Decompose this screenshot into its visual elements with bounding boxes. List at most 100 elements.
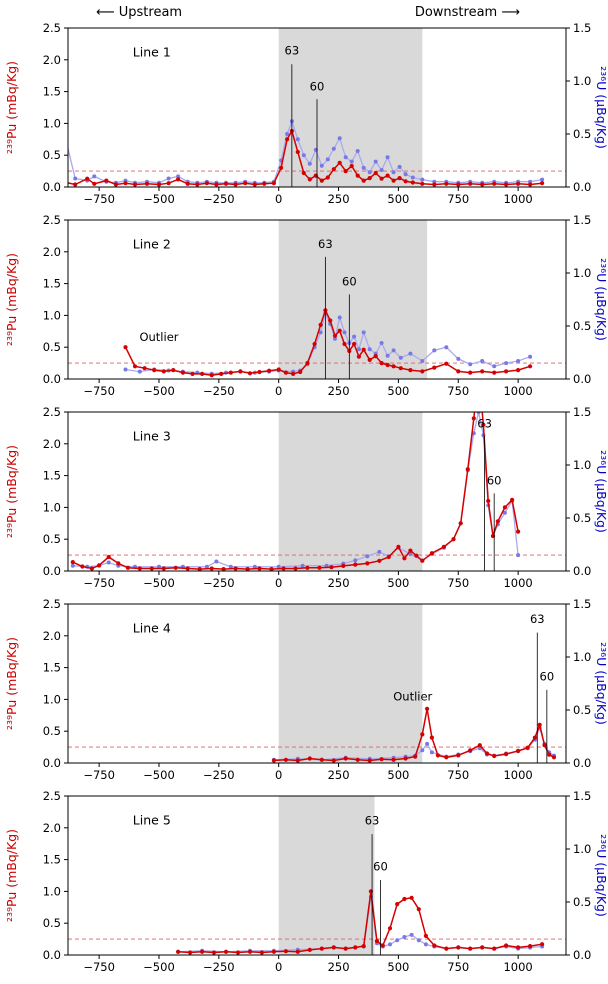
u236-marker	[416, 938, 421, 943]
left-y-tick-label: 0.0	[43, 372, 61, 386]
pu239-marker	[408, 368, 413, 373]
u236-marker	[397, 164, 402, 169]
right-y-tick-label: 1.0	[573, 266, 591, 280]
pu239-marker	[451, 537, 456, 542]
u236-marker	[391, 348, 396, 353]
pu239-marker	[89, 566, 94, 571]
upstream-label: ⟵ Upstream	[96, 5, 183, 20]
pu239-marker	[97, 563, 102, 568]
pu239-marker	[492, 370, 497, 375]
right-y-tick-label: 1.5	[573, 214, 591, 227]
pu239-marker	[480, 182, 485, 187]
right-y-tick-label: 0.5	[573, 511, 591, 525]
pu239-marker	[233, 566, 238, 571]
annotation-label: 60	[310, 79, 325, 93]
u236-marker	[516, 359, 521, 363]
pu239-marker	[377, 558, 382, 563]
x-tick-label: 1000	[503, 384, 532, 398]
pu239-marker	[173, 565, 178, 570]
pu239-marker	[420, 558, 425, 563]
right-y-tick-label: 1.5	[573, 598, 591, 611]
pu239-marker	[176, 949, 181, 954]
annotation-label: 60	[373, 859, 388, 873]
right-y-tick-label: 0.5	[573, 703, 591, 717]
u236-marker	[385, 353, 390, 358]
downstream-label: Downstream ⟶	[414, 5, 520, 20]
pu239-marker	[551, 755, 557, 760]
pu239-marker	[319, 946, 324, 951]
u236-marker	[319, 163, 324, 168]
u236-marker	[61, 127, 65, 131]
u236-marker	[331, 146, 336, 151]
x-tick-label: 750	[447, 384, 469, 398]
pu239-marker	[307, 947, 312, 952]
left-y-tick-label: 2.5	[43, 22, 61, 35]
pu239-marker	[307, 177, 312, 182]
left-y-tick-label: 1.5	[43, 469, 61, 483]
pu239-marker	[271, 181, 276, 186]
right-axis-label: ²³⁶U (μBq/Kg)	[594, 450, 608, 533]
pu239-marker	[247, 949, 253, 954]
pu239-marker	[337, 328, 342, 333]
pu239-marker	[409, 895, 414, 900]
panel-line-4: 63 60 Outlier Line 4 −750 −500 −250 0 250 500 750 1…	[4, 598, 608, 782]
u236-marker	[480, 359, 485, 363]
series-group	[271, 706, 557, 763]
pu239-marker	[293, 566, 298, 571]
u236-marker	[361, 165, 366, 170]
left-y-tick-label: 2.5	[43, 214, 61, 227]
pu239-marker	[504, 369, 509, 374]
x-tick-label: 250	[328, 192, 350, 206]
pu239-marker	[365, 561, 370, 566]
pu239-marker	[188, 950, 193, 955]
pu239-marker	[468, 748, 473, 753]
u236-marker	[402, 935, 407, 939]
x-tick-label: −500	[143, 960, 175, 974]
pu239-marker	[185, 566, 190, 571]
x-tick-label: −250	[203, 576, 235, 590]
left-axis-label: ²³⁹Pu (mBq/Kg)	[4, 637, 19, 730]
axes-frame	[67, 27, 567, 188]
pu239-marker	[516, 945, 521, 950]
pu239-marker	[332, 333, 338, 338]
pu239-marker	[410, 180, 415, 185]
x-tick-label: −750	[83, 576, 115, 590]
pu239-marker	[104, 178, 109, 183]
u236-marker	[337, 136, 342, 141]
pu239-marker	[70, 560, 75, 565]
pu239-marker	[116, 561, 121, 566]
pu239-marker	[329, 565, 334, 570]
pu239-marker	[211, 950, 217, 955]
panel-title: Line 5	[133, 813, 171, 828]
u236-marker	[204, 564, 209, 569]
pu239-marker	[331, 945, 336, 950]
u236-marker	[410, 175, 415, 180]
figure-header: ⟵ Upstream Downstream ⟶	[0, 0, 608, 22]
pu239-marker	[343, 946, 348, 951]
panel-title: Line 2	[133, 237, 171, 252]
left-y-tick-label: 1.0	[43, 500, 61, 514]
u236-marker	[468, 362, 473, 367]
u236-marker	[379, 168, 384, 172]
left-y-tick-label: 0.0	[43, 180, 61, 194]
pu239-marker	[361, 944, 366, 949]
left-y-tick-label: 0.5	[43, 532, 61, 546]
pu239-marker	[149, 566, 154, 571]
pu239-marker	[271, 949, 276, 954]
u236-marker	[123, 367, 128, 372]
u236-marker	[106, 560, 111, 565]
x-tick-label: 250	[328, 960, 350, 974]
left-y-tick-label: 0.5	[43, 340, 61, 354]
pu239-marker	[301, 170, 306, 176]
right-y-tick-label: 1.0	[573, 650, 591, 664]
panel-title: Line 1	[133, 45, 171, 60]
pu239-marker	[458, 521, 463, 526]
u236-marker	[420, 748, 425, 753]
pu239-marker	[355, 173, 360, 178]
construction-zone-band	[278, 796, 375, 955]
pu239-marker	[276, 367, 281, 372]
pu239-marker	[532, 735, 538, 740]
u236-marker	[276, 564, 281, 569]
u236-marker	[337, 315, 342, 320]
pu239-marker	[504, 182, 509, 187]
